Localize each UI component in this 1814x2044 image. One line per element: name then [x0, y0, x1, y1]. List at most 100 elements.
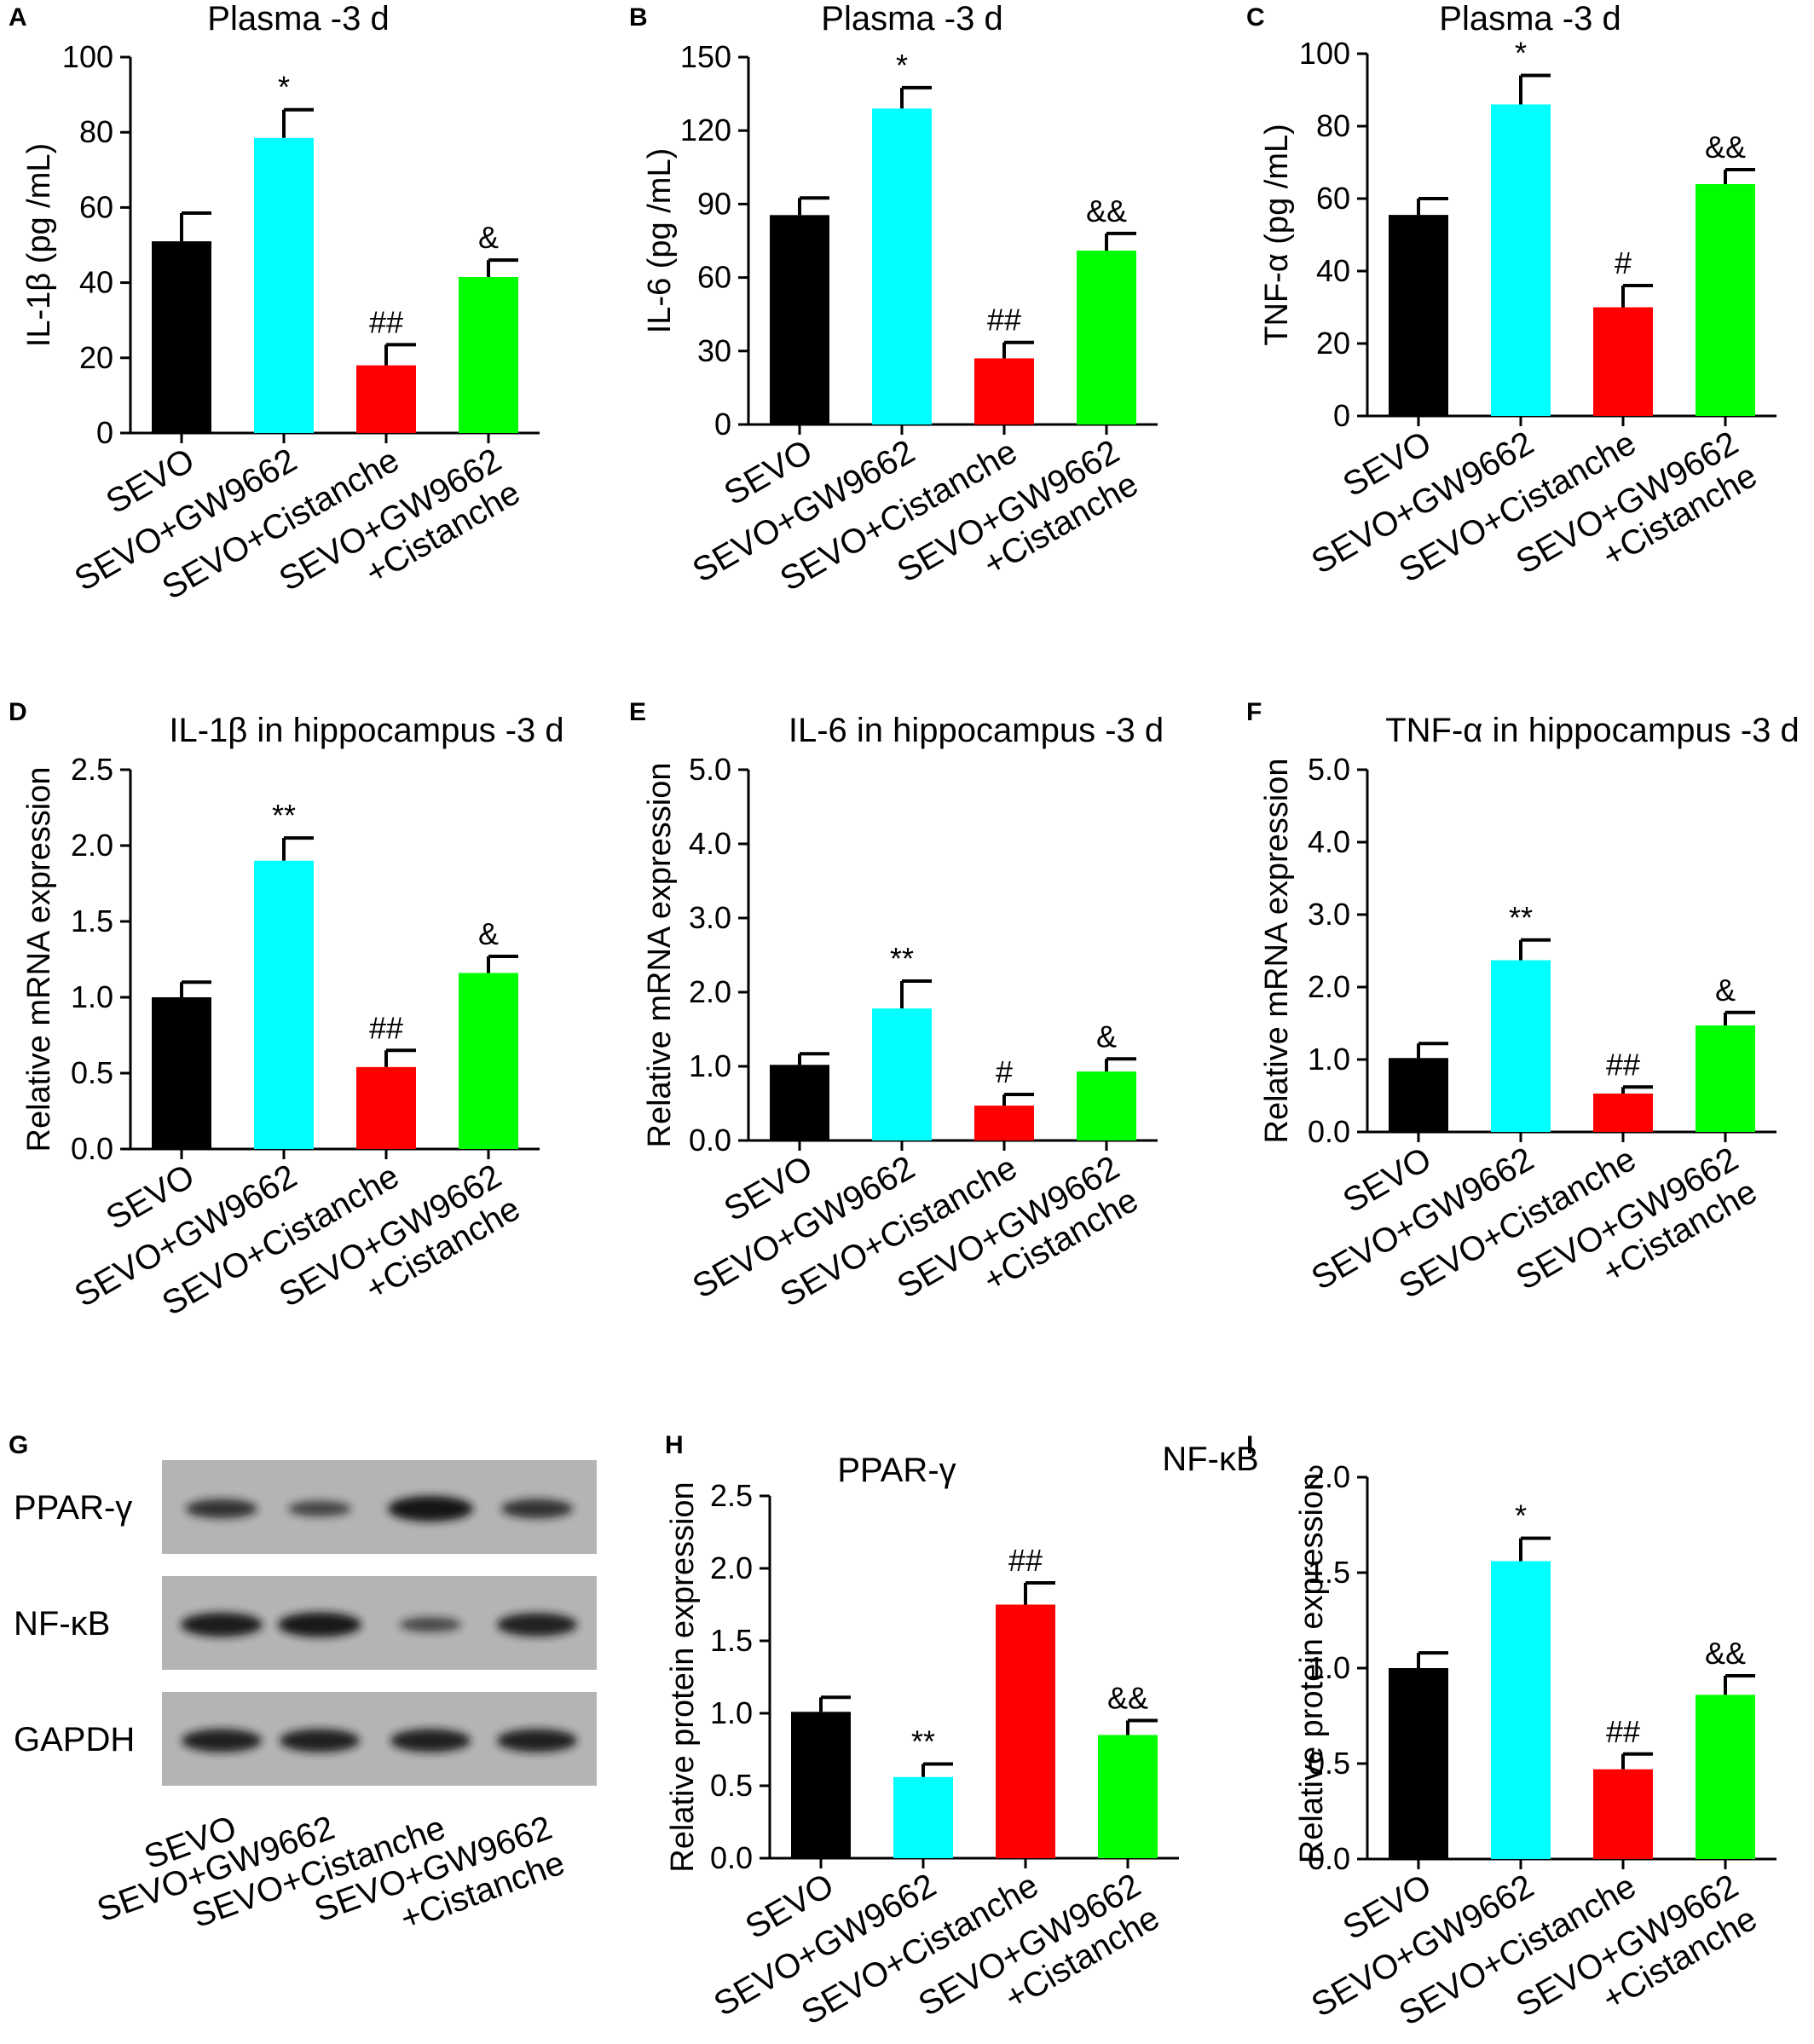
bar	[872, 108, 932, 424]
y-tick-label: 0.0	[1308, 1114, 1350, 1149]
blot-band	[501, 1498, 573, 1519]
panel-letter: A	[9, 3, 27, 32]
y-axis-label: Relative mRNA expression	[642, 763, 678, 1148]
blot-band	[388, 1496, 473, 1521]
significance-label: **	[890, 941, 914, 976]
y-tick-label: 0.5	[71, 1055, 113, 1090]
significance-label: *	[278, 70, 290, 105]
significance-label: ##	[369, 1010, 403, 1045]
blot-row-label: PPAR-γ	[14, 1489, 132, 1527]
y-tick-label: 150	[680, 39, 731, 74]
bar	[1077, 1071, 1136, 1140]
significance-label: ##	[1606, 1047, 1640, 1082]
panel-letter: E	[629, 698, 646, 726]
y-tick-label: 1.0	[689, 1048, 731, 1083]
y-tick-label: 100	[1299, 36, 1350, 71]
y-tick-label: 0.5	[1308, 1746, 1350, 1781]
y-tick-label: 0.0	[1308, 1841, 1350, 1876]
bar	[1491, 104, 1551, 416]
significance-label: &	[478, 220, 499, 255]
y-tick-label: 2.0	[1308, 1459, 1350, 1494]
y-tick-label: 100	[62, 39, 113, 74]
bar	[1098, 1735, 1158, 1858]
blot-band	[497, 1729, 577, 1752]
bar	[459, 276, 518, 433]
chart-panel-f: F TNF-α in hippocampus -3 d 0.0 1.0 2.0 3.0 4.…	[1246, 698, 1800, 1306]
bar	[974, 358, 1034, 424]
chart-title: TNF-α in hippocampus -3 d	[1385, 712, 1800, 749]
bar	[791, 1712, 851, 1858]
bar	[770, 215, 829, 424]
y-tick-label: 1.0	[710, 1695, 753, 1730]
blot-row-label: NF-κB	[14, 1605, 110, 1643]
y-axis-label: Relative mRNA expression	[1259, 759, 1295, 1144]
bar	[1696, 1695, 1755, 1859]
panel-letter: C	[1246, 3, 1265, 32]
panel-letter: H	[665, 1431, 684, 1459]
y-tick-label: 30	[697, 333, 731, 368]
bar	[1491, 1561, 1551, 1859]
y-tick-label: 2.0	[689, 974, 731, 1009]
blot-band	[181, 1612, 263, 1637]
bar	[1593, 307, 1653, 416]
blot-band	[400, 1617, 461, 1632]
chart-title: Plasma -3 d	[821, 0, 1002, 38]
blot-band	[288, 1500, 351, 1517]
bar	[1593, 1093, 1653, 1132]
panel-letter: F	[1246, 698, 1262, 726]
blot-row-label: GAPDH	[14, 1721, 135, 1758]
y-axis-label: IL-6 (pg /mL)	[642, 148, 678, 334]
chart-panel-e: E IL-6 in hippocampus -3 d 0.0 1.0 2.0 3.0 4.0…	[629, 698, 1164, 1314]
y-tick-label: 2.5	[71, 752, 113, 787]
chart-title: PPAR-γ	[837, 1452, 956, 1489]
y-tick-label: 0	[96, 415, 113, 450]
y-tick-label: 1.0	[1308, 1650, 1350, 1685]
y-tick-label: 120	[680, 113, 731, 147]
y-axis-label: Relative mRNA expression	[21, 767, 57, 1152]
y-tick-label: 4.0	[1308, 824, 1350, 859]
significance-label: &&	[1705, 1636, 1746, 1671]
significance-label: #	[1615, 245, 1632, 280]
blot-band	[280, 1729, 360, 1752]
bar	[1696, 1025, 1755, 1132]
chart-title: IL-6 in hippocampus -3 d	[789, 712, 1164, 749]
bar	[1696, 184, 1755, 416]
y-tick-label: 80	[1316, 108, 1350, 143]
bar	[459, 973, 518, 1149]
y-tick-label: 40	[1316, 253, 1350, 288]
y-axis-label: Relative protein expression	[665, 1481, 701, 1872]
y-tick-label: 3.0	[1308, 897, 1350, 932]
y-tick-label: 2.0	[1308, 969, 1350, 1004]
chart-title: Plasma -3 d	[207, 0, 389, 38]
y-tick-label: 1.0	[71, 979, 113, 1014]
significance-label: ##	[1606, 1714, 1640, 1749]
significance-label: *	[896, 48, 908, 83]
significance-label: #	[996, 1054, 1013, 1089]
bar	[893, 1776, 953, 1858]
significance-label: &&	[1107, 1681, 1148, 1716]
significance-label: **	[1509, 900, 1533, 935]
significance-label: ##	[987, 303, 1021, 338]
significance-label: &	[478, 916, 499, 951]
y-tick-label: 5.0	[1308, 752, 1350, 787]
bar	[152, 241, 211, 433]
y-tick-label: 40	[79, 265, 113, 300]
significance-label: &	[1096, 1019, 1117, 1054]
y-tick-label: 0.0	[689, 1123, 731, 1158]
y-tick-label: 3.0	[689, 900, 731, 935]
y-tick-label: 20	[79, 340, 113, 375]
bar	[1389, 1058, 1448, 1132]
y-tick-label: 4.0	[689, 826, 731, 861]
bar	[356, 365, 416, 433]
y-tick-label: 60	[79, 189, 113, 224]
bar	[356, 1066, 416, 1149]
significance-label: **	[272, 798, 296, 833]
y-tick-label: 1.5	[710, 1623, 753, 1658]
y-tick-label: 1.5	[71, 904, 113, 938]
y-tick-label: 0.0	[710, 1840, 753, 1875]
y-tick-label: 0	[1333, 398, 1350, 433]
blot-band	[497, 1613, 577, 1637]
